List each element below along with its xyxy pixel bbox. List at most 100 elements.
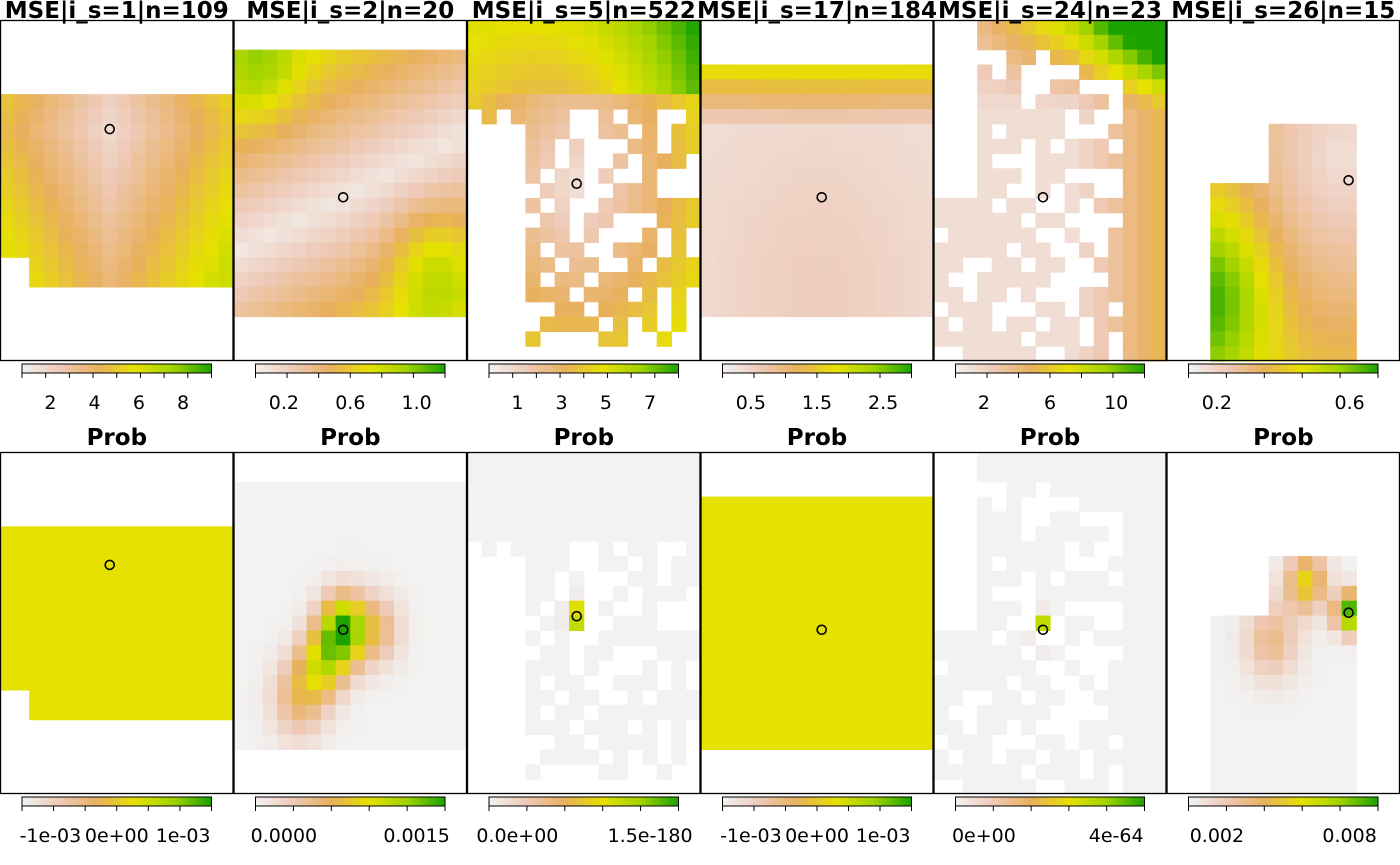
heatmap-cell (496, 49, 512, 66)
heatmap-cell (1050, 79, 1066, 95)
heatmap-cell (1079, 64, 1095, 80)
heatmap-cell (554, 704, 570, 721)
heatmap-cell (72, 585, 89, 602)
heatmap-cell (831, 660, 847, 676)
heatmap-cell (729, 272, 745, 288)
heatmap-cell (627, 20, 643, 36)
heatmap-cell (1283, 286, 1299, 303)
heatmap-cell (160, 123, 176, 140)
heatmap-cell (102, 153, 118, 169)
heatmap-cell (1239, 764, 1255, 780)
heatmap-cell (656, 645, 672, 661)
heatmap-cell (1327, 704, 1343, 721)
heatmap-cell (569, 64, 585, 80)
heatmap-cell (773, 645, 789, 661)
heatmap-cell (1151, 630, 1168, 646)
heatmap-cell (291, 704, 308, 721)
heatmap-cell (918, 704, 935, 721)
heatmap-cell (831, 197, 847, 214)
heatmap-cell (715, 570, 731, 587)
heatmap-cell (1122, 452, 1138, 468)
heatmap-cell (262, 481, 278, 498)
heatmap-cell (218, 197, 235, 214)
heatmap-cell (204, 556, 220, 572)
heatmap-cell (1327, 272, 1343, 288)
heatmap-cell (1283, 183, 1299, 199)
heatmap-cell (14, 645, 30, 661)
heatmap-cell (831, 541, 847, 557)
heatmap-cell (744, 615, 760, 632)
heatmap-cell (218, 704, 235, 721)
heatmap-cell (1268, 660, 1284, 676)
heatmap-cell (1151, 49, 1168, 66)
heatmap-cell (394, 481, 410, 498)
heatmap-cell (1268, 286, 1284, 303)
panel-mse-5: MSE|i_s=24|n=232 6 10 (933, 0, 1168, 414)
heatmap-cell (394, 570, 410, 587)
heatmap-cell (1137, 49, 1153, 66)
heatmap-cell (700, 630, 716, 646)
heatmap-cell (1151, 689, 1168, 706)
colorbar-tick-label: 8 (177, 392, 189, 414)
heatmap-cell (291, 645, 308, 661)
heatmap-cell (1268, 645, 1284, 661)
heatmap-cell (262, 286, 278, 303)
heatmap-cell (467, 79, 483, 95)
heatmap-cell (1268, 346, 1284, 362)
heatmap-cell (1093, 49, 1109, 66)
heatmap-cell (452, 168, 468, 184)
heatmap-cell (1341, 645, 1357, 661)
heatmap-cell (262, 64, 278, 80)
heatmap-cell (1079, 719, 1095, 736)
heatmap-cell (1079, 675, 1095, 691)
heatmap-cell (773, 570, 789, 587)
heatmap-cell (364, 197, 381, 214)
heatmap-cell (277, 511, 293, 527)
heatmap-cell (598, 123, 614, 140)
heatmap-cell (860, 183, 876, 199)
heatmap-cell (1239, 675, 1255, 691)
heatmap-cell (145, 183, 162, 199)
heatmap-cell (1239, 197, 1255, 214)
heatmap-cell (291, 212, 308, 229)
heatmap-cell (1137, 20, 1153, 36)
heatmap-cell (1050, 689, 1066, 706)
heatmap-cell (291, 541, 308, 557)
heatmap-cell (846, 645, 862, 661)
heatmap-cell (962, 764, 978, 780)
heatmap-cell (904, 242, 920, 258)
heatmap-cell (481, 64, 497, 80)
heatmap-cell (1050, 257, 1066, 273)
heatmap-cell (291, 227, 308, 243)
heatmap-cell (408, 301, 424, 318)
heatmap-cell (875, 570, 891, 587)
heatmap-cell (729, 123, 745, 140)
heatmap-cell (335, 153, 351, 169)
heatmap-cell (218, 183, 235, 199)
heatmap-cell (350, 227, 366, 243)
heatmap-cell (1239, 183, 1255, 199)
heatmap-cell (160, 556, 176, 572)
heatmap-cell (1151, 749, 1168, 765)
heatmap-cell (72, 227, 89, 243)
heatmap-cell (685, 481, 702, 498)
heatmap-cell (685, 212, 702, 229)
heatmap-cell (875, 286, 891, 303)
heatmap-cell (933, 316, 949, 332)
heatmap-cell (175, 257, 191, 273)
heatmap-cell (1254, 719, 1270, 736)
heatmap-cell (627, 79, 643, 95)
heatmap-cell (1254, 749, 1270, 765)
heatmap-cell (715, 511, 731, 527)
heatmap-cell (1137, 138, 1153, 155)
heatmap-cell (277, 168, 293, 184)
heatmap-cell (364, 541, 381, 557)
heatmap-cell (715, 168, 731, 184)
heatmap-cell (291, 301, 308, 318)
heatmap-cell (1210, 704, 1226, 721)
heatmap-cell (248, 108, 264, 125)
heatmap-cell (627, 94, 643, 110)
heatmap-cell (1151, 123, 1168, 140)
heatmap-cell (554, 286, 570, 303)
heatmap-cell (1283, 630, 1299, 646)
